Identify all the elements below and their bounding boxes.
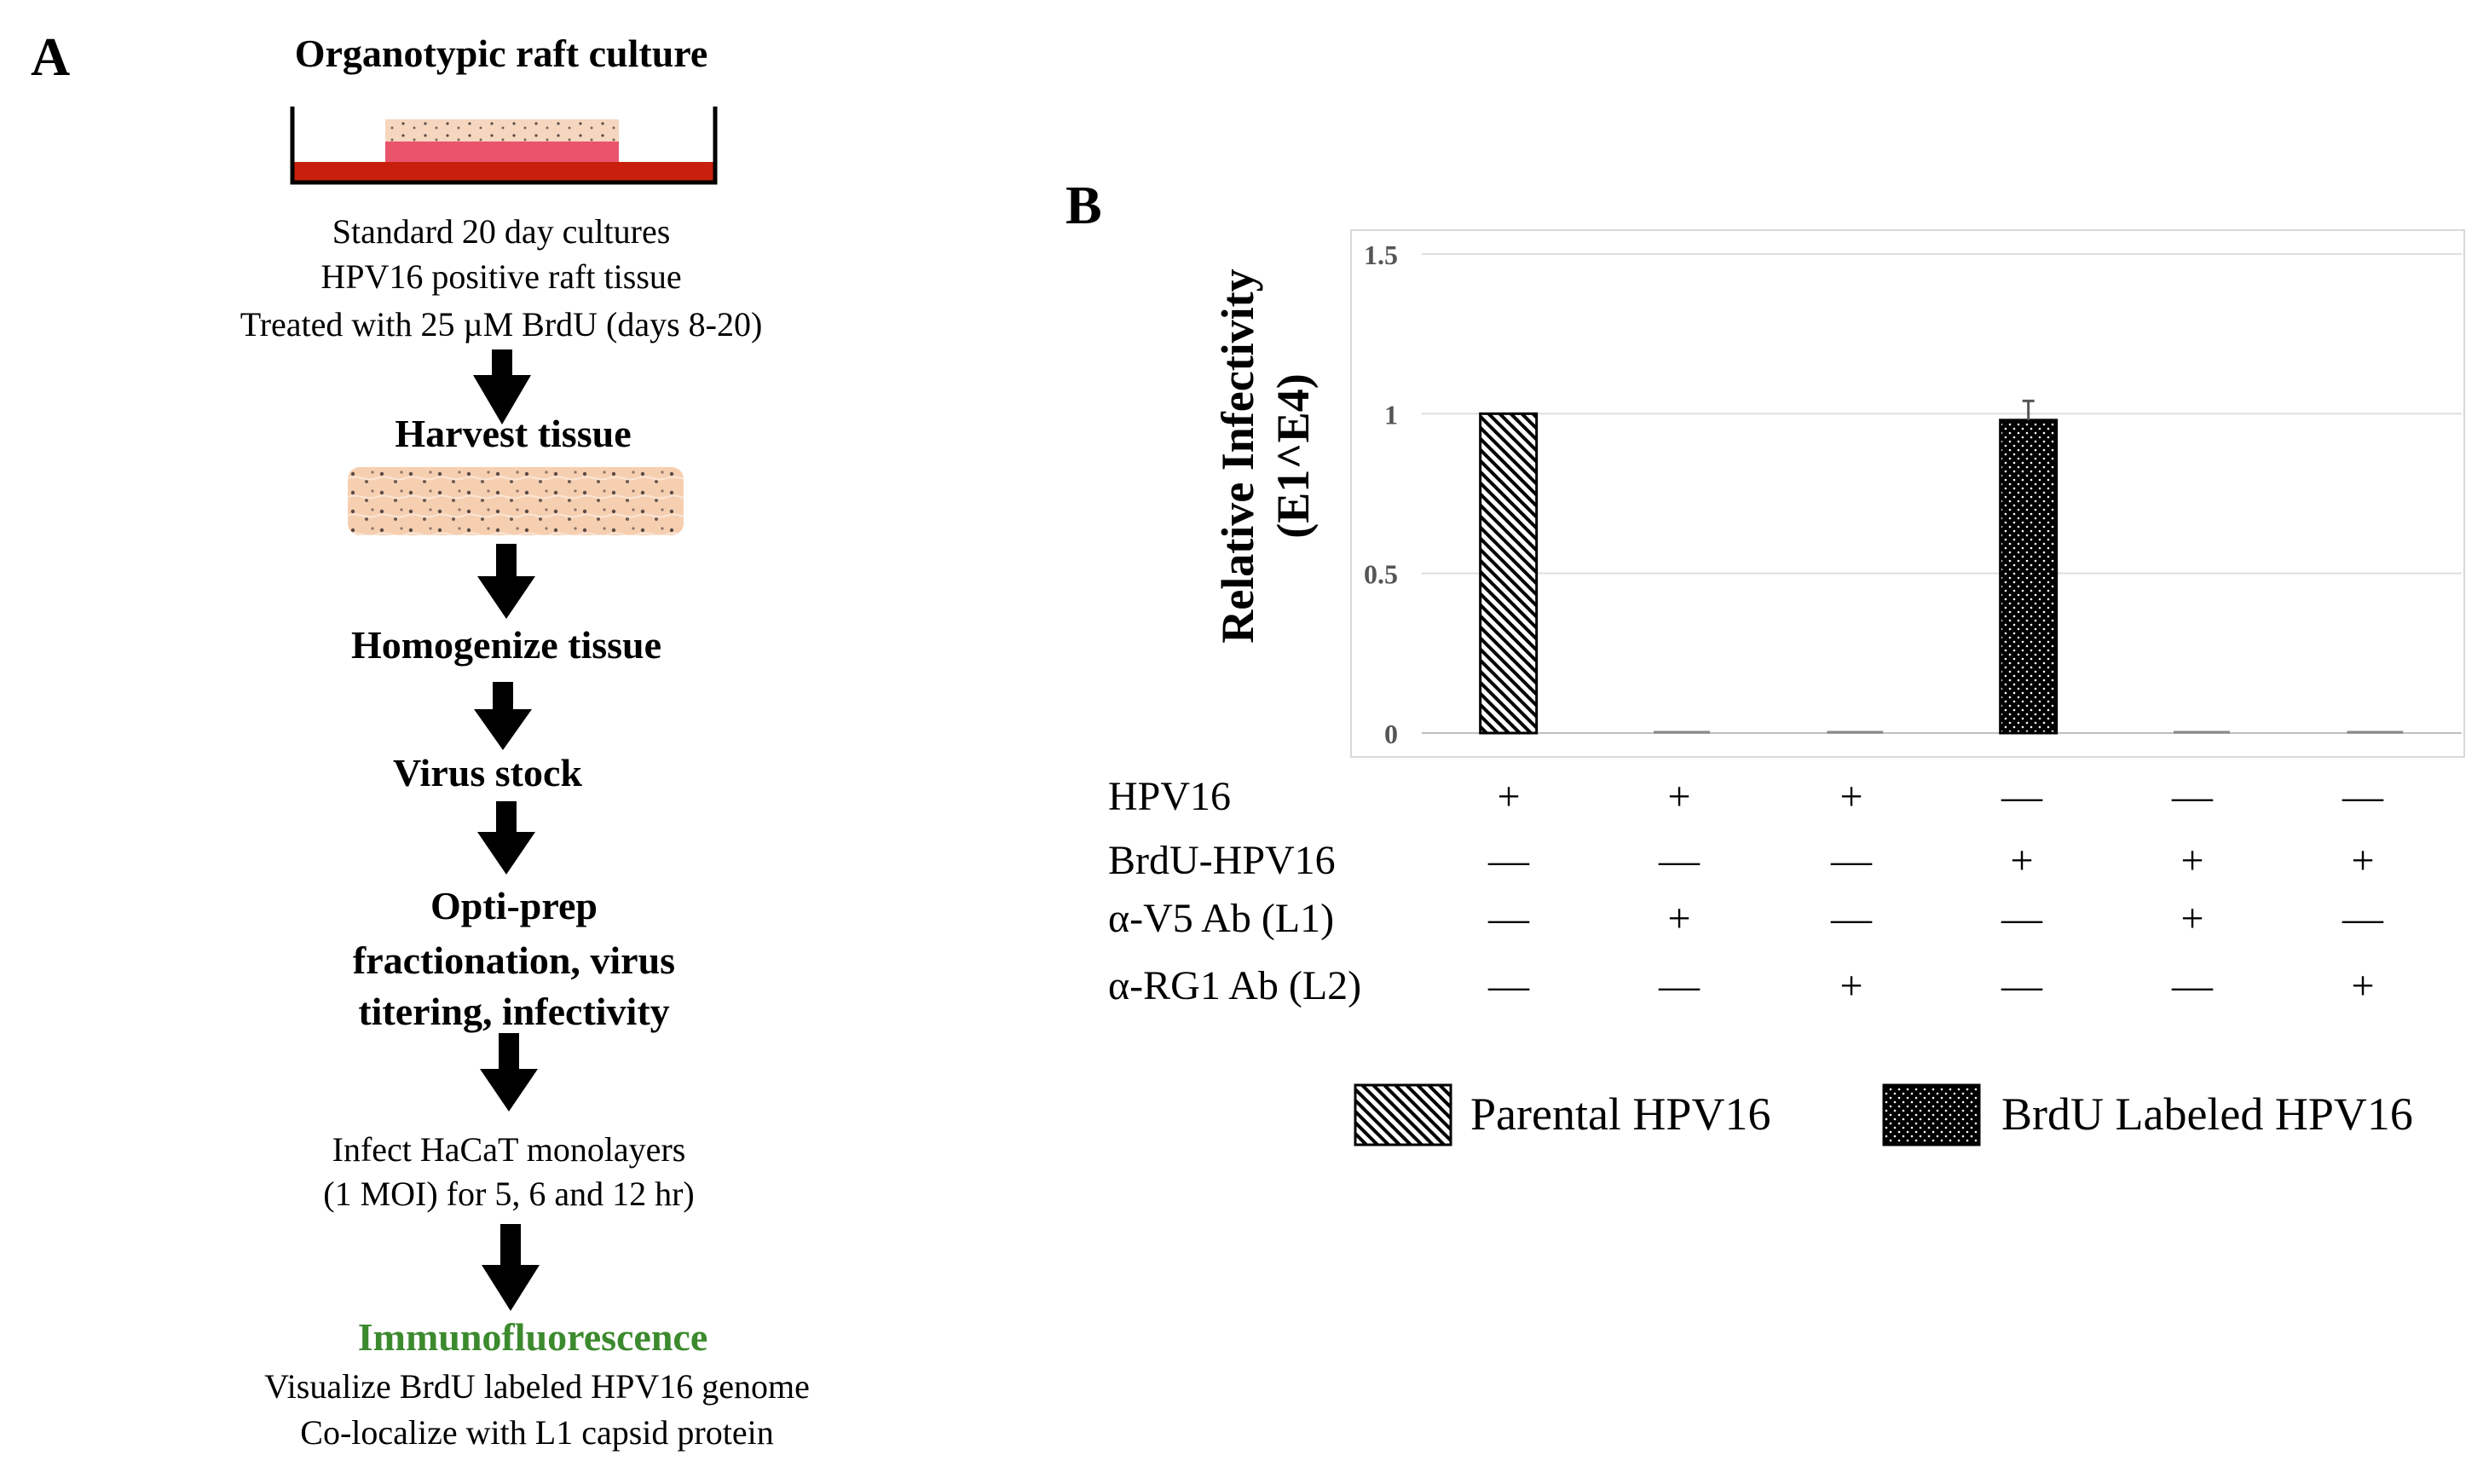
condition-cell: — (2342, 774, 2384, 819)
immuno-line-2: Co-localize with L1 capsid protein (300, 1413, 773, 1452)
y-tick-label: 0 (1384, 719, 1398, 749)
condition-cell: — (1830, 896, 1873, 941)
condition-cell: — (2001, 963, 2043, 1008)
optiprep-line-2: fractionation, virus (353, 938, 675, 982)
legend-swatch-parental (1354, 1083, 1452, 1146)
homogenize-tissue-label: Homogenize tissue (351, 623, 661, 667)
condition-table: HPV16 + + + — — — BrdU-HPV16 — — — + + + α-V5 Ab (L1) —… (1108, 774, 2384, 1008)
infect-line-2: (1 MOI) for 5, 6 and 12 hr) (323, 1175, 694, 1213)
panel-b-chart: B 00.511.5 Relative Infectivity (E1^E4) … (1065, 175, 2465, 1146)
condition-cell: + (1497, 774, 1520, 819)
tissue-strip-illustration (348, 467, 684, 535)
legend-label-brdu: BrdU Labeled HPV16 (2001, 1088, 2413, 1140)
condition-cell: + (1667, 896, 1690, 941)
optiprep-line-1: Opti-prep (430, 884, 598, 927)
immunofluorescence-title: Immunofluorescence (358, 1315, 708, 1359)
panel-b-label: B (1065, 175, 1102, 235)
virus-stock-label: Virus stock (393, 751, 582, 794)
condition-cell: + (1839, 963, 1862, 1008)
condition-cell: + (1667, 774, 1690, 819)
condition-cell: — (1658, 838, 1701, 883)
culture-line-2: HPV16 positive raft tissue (320, 257, 681, 296)
flow-arrow-icon (477, 544, 535, 619)
legend: Parental HPV16 BrdU Labeled HPV16 (1354, 1083, 2413, 1146)
condition-row-label: HPV16 (1108, 774, 1231, 819)
bar (1479, 412, 1539, 735)
y-tick-labels: 0 0.5 1 1.5 (1364, 240, 1398, 749)
raft-culture-title: Organotypic raft culture (295, 32, 708, 75)
flow-arrow-icon (482, 1224, 540, 1311)
panel-a-label: A (31, 26, 70, 87)
culture-line-1: Standard 20 day cultures (332, 212, 671, 251)
bars-group (1479, 412, 2404, 735)
panel-a-workflow: A Organotypic raft culture Standard 20 d… (31, 26, 810, 1452)
condition-cell: — (1487, 963, 1530, 1008)
condition-cell: — (1487, 838, 1530, 883)
condition-cell: — (2342, 896, 2384, 941)
condition-cell: + (2351, 838, 2374, 883)
optiprep-line-3: titering, infectivity (358, 990, 669, 1033)
condition-cell: — (2171, 963, 2214, 1008)
condition-cell: + (2180, 838, 2203, 883)
gridlines (1422, 253, 2462, 734)
y-axis-title-line-2: (E1^E4) (1267, 373, 1319, 538)
flow-arrow-icon (473, 349, 531, 424)
condition-cell: + (2010, 838, 2033, 883)
legend-swatch-brdu (1882, 1083, 1981, 1146)
condition-cell: — (2001, 896, 2043, 941)
culture-line-3: Treated with 25 µM BrdU (days 8-20) (240, 305, 763, 344)
immuno-line-1: Visualize BrdU labeled HPV16 genome (264, 1367, 810, 1406)
infect-line-1: Infect HaCaT monolayers (332, 1130, 686, 1169)
condition-cell: — (2171, 774, 2214, 819)
legend-label-parental: Parental HPV16 (1470, 1088, 1770, 1140)
condition-cell: — (1487, 896, 1530, 941)
bar (1999, 419, 2059, 735)
condition-cell: — (1830, 838, 1873, 883)
y-tick-label: 0.5 (1364, 559, 1398, 590)
condition-cell: + (2351, 963, 2374, 1008)
error-bars-group (2022, 399, 2035, 420)
condition-row-label: α-RG1 Ab (L2) (1108, 963, 1361, 1008)
condition-row-label: α-V5 Ab (L1) (1108, 896, 1334, 941)
y-tick-label: 1 (1384, 399, 1398, 430)
condition-cell: + (1839, 774, 1862, 819)
condition-cell: + (2180, 896, 2203, 941)
flow-arrow-icon (477, 801, 535, 875)
culture-dish-illustration (290, 107, 718, 185)
flow-arrow-icon (480, 1033, 538, 1112)
harvest-tissue-label: Harvest tissue (395, 412, 631, 455)
condition-row-label: BrdU-HPV16 (1108, 838, 1336, 883)
condition-cell: — (2001, 774, 2043, 819)
y-tick-label: 1.5 (1364, 240, 1398, 270)
flow-arrow-icon (474, 682, 532, 750)
condition-cell: — (1658, 963, 1701, 1008)
y-axis-title-line-1: Relative Infectivity (1212, 269, 1263, 643)
